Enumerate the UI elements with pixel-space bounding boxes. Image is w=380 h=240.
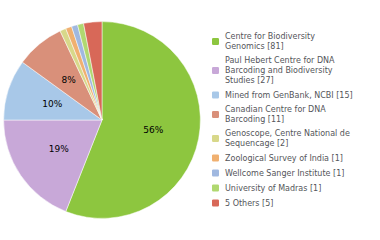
svg-text:Barcoding and Biodiversity: Barcoding and Biodiversity bbox=[225, 66, 333, 75]
svg-text:Canadian Centre for DNA: Canadian Centre for DNA bbox=[225, 105, 326, 114]
svg-text:Genomics [81]: Genomics [81] bbox=[225, 42, 284, 51]
svg-text:Genoscope, Centre National de: Genoscope, Centre National de bbox=[225, 129, 350, 138]
svg-text:Centre for Biodiversity: Centre for Biodiversity bbox=[225, 32, 315, 41]
svg-text:Studies [27]: Studies [27] bbox=[225, 76, 274, 85]
svg-text:Zoological Survey of India [1]: Zoological Survey of India [1] bbox=[225, 154, 343, 163]
svg-text:University of Madras [1]: University of Madras [1] bbox=[225, 184, 321, 193]
svg-text:Paul Hebert Centre for DNA: Paul Hebert Centre for DNA bbox=[225, 56, 335, 65]
svg-text:Wellcome Sanger Institute [1]: Wellcome Sanger Institute [1] bbox=[225, 169, 344, 178]
svg-text:Mined from GenBank, NCBI [15]: Mined from GenBank, NCBI [15] bbox=[225, 91, 353, 100]
svg-text:8%: 8% bbox=[62, 75, 77, 85]
svg-text:Sequencage [2]: Sequencage [2] bbox=[225, 139, 288, 148]
svg-text:56%: 56% bbox=[143, 125, 163, 135]
svg-text:Barcoding [11]: Barcoding [11] bbox=[225, 115, 284, 124]
svg-text:5 Others [5]: 5 Others [5] bbox=[225, 199, 273, 208]
svg-text:19%: 19% bbox=[49, 144, 69, 154]
svg-text:10%: 10% bbox=[42, 99, 62, 109]
